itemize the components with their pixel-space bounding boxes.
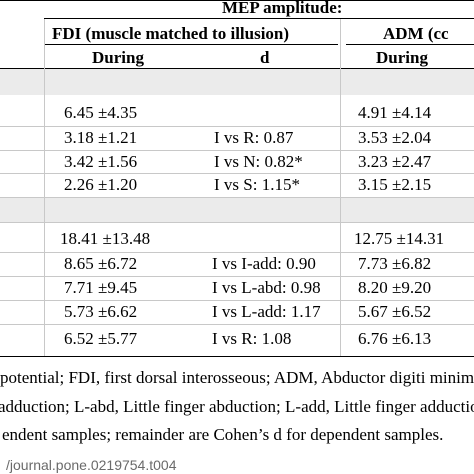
row-rule xyxy=(0,276,474,277)
adm-value: 3.53 ±2.04 xyxy=(358,128,432,147)
fdi-value: 2.26 ±1.20 xyxy=(64,175,138,194)
header-top-rule xyxy=(0,0,474,1)
fdi-value: 3.18 ±1.21 xyxy=(64,128,138,147)
adm-value: 8.20 ±9.20 xyxy=(358,278,432,297)
adm-value: 3.23 ±2.47 xyxy=(358,152,432,171)
adm-value: 6.76 ±6.13 xyxy=(358,329,432,348)
footnote-line: adduction; L-abd, Little finger abductio… xyxy=(0,397,474,416)
row-rule xyxy=(0,300,474,301)
d-value: I vs L-add: 1.17 xyxy=(212,302,321,321)
adm-value: 5.67 ±6.52 xyxy=(358,302,432,321)
adm-heading: ADM (cc xyxy=(383,24,449,43)
adm-value: 12.75 ±14.31 xyxy=(354,229,445,248)
row-rule xyxy=(0,324,474,325)
subgroup-rule-fdi xyxy=(44,44,338,45)
column-separator-right xyxy=(340,19,341,356)
footnote-line: endent samples; remainder are Cohen’s d … xyxy=(2,425,444,444)
adm-value: 7.73 ±6.82 xyxy=(358,254,432,273)
fdi-value: 5.73 ±6.62 xyxy=(64,302,138,321)
subgroup-rule-adm xyxy=(346,44,474,45)
row-rule xyxy=(0,126,474,127)
fdi-value: 6.52 ±5.77 xyxy=(64,329,138,348)
col-header-during-adm: During xyxy=(376,48,428,67)
doi-strip: /journal.pone.0219754.t004 xyxy=(0,456,474,474)
fdi-value: 7.71 ±9.45 xyxy=(64,278,138,297)
row-rule xyxy=(0,252,474,253)
d-value: I vs R: 0.87 xyxy=(214,128,294,147)
section-band-1 xyxy=(0,69,474,95)
section-band-2 xyxy=(0,198,474,222)
doi-link[interactable]: /journal.pone.0219754.t004 xyxy=(6,457,177,473)
header-bottom-rule xyxy=(0,68,474,69)
d-value: I vs S: 1.15* xyxy=(214,175,300,194)
d-value: I vs L-abd: 0.98 xyxy=(212,278,321,297)
mep-amplitude-heading: MEP amplitude: xyxy=(222,0,343,17)
fdi-value: 18.41 ±13.48 xyxy=(60,229,151,248)
col-header-d: d xyxy=(260,48,270,67)
d-value: I vs I-add: 0.90 xyxy=(212,254,316,273)
table-bottom-rule xyxy=(0,356,474,357)
fdi-value: 6.45 ±4.35 xyxy=(64,103,138,122)
group-rule xyxy=(44,18,474,19)
column-separator-left xyxy=(44,19,45,356)
footnote-line: potential; FDI, first dorsal interosseou… xyxy=(0,368,474,387)
adm-value: 4.91 ±4.14 xyxy=(358,103,432,122)
fdi-value: 3.42 ±1.56 xyxy=(64,152,138,171)
row-rule xyxy=(0,150,474,151)
col-header-during-fdi: During xyxy=(92,48,144,67)
fdi-value: 8.65 ±6.72 xyxy=(64,254,138,273)
row-rule xyxy=(0,222,474,223)
adm-value: 3.15 ±2.15 xyxy=(358,175,432,194)
d-value: I vs N: 0.82* xyxy=(214,152,303,171)
row-rule xyxy=(0,173,474,174)
d-value: I vs R: 1.08 xyxy=(212,329,292,348)
row-rule xyxy=(0,197,474,198)
fdi-heading: FDI (muscle matched to illusion) xyxy=(52,24,290,43)
